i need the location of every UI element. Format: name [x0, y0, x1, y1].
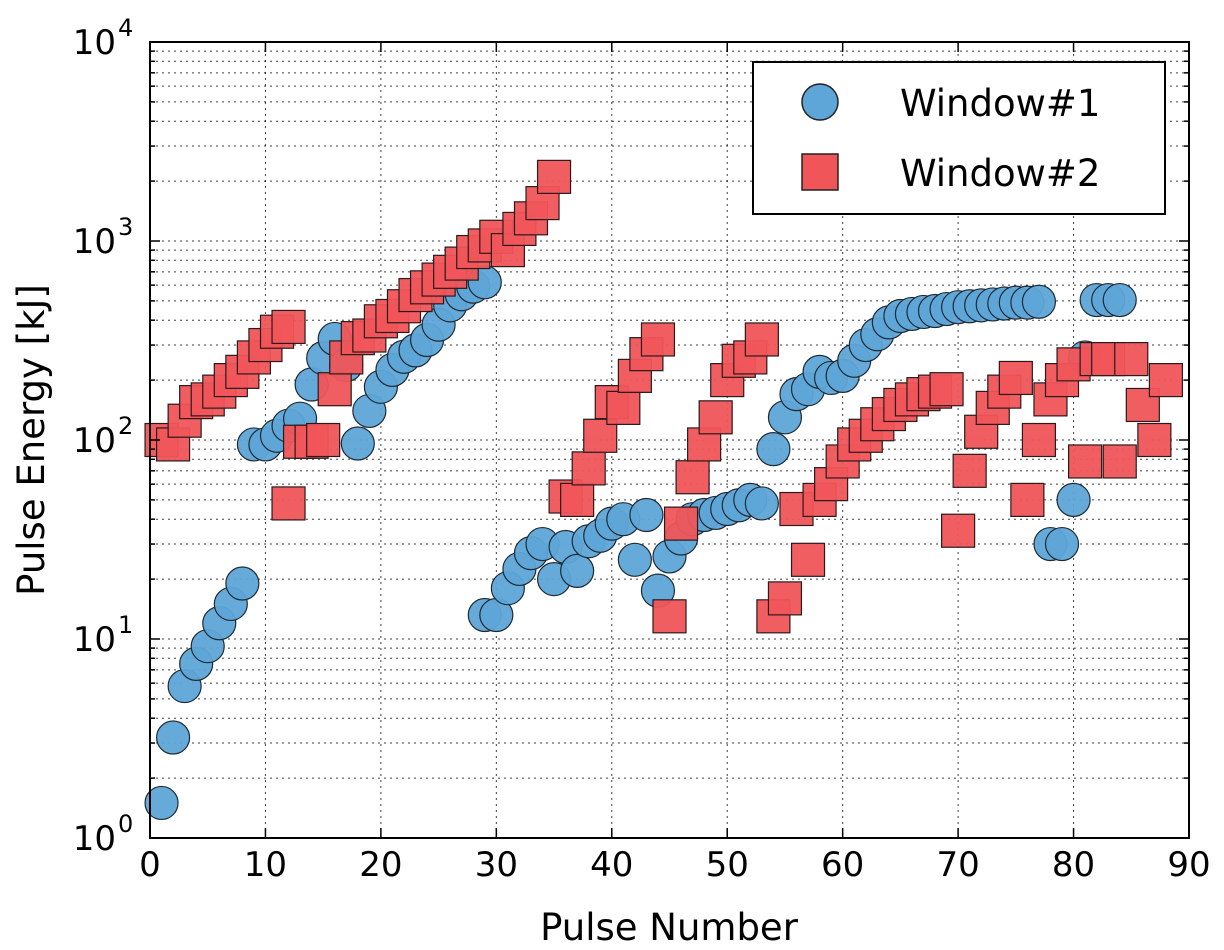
data-point — [225, 566, 260, 601]
data-point — [652, 599, 687, 634]
data-point — [744, 486, 779, 521]
data-point — [317, 372, 352, 407]
x-tick-label: 10 — [244, 845, 287, 885]
y-tick-label: 10 2 — [73, 412, 134, 461]
data-point — [271, 486, 306, 521]
data-point — [1148, 362, 1184, 398]
x-tick-label: 80 — [1052, 845, 1095, 885]
data-point — [340, 426, 375, 461]
y-tick-label-exponent: 2 — [118, 412, 133, 440]
data-point — [306, 422, 341, 458]
legend-marker-window-2 — [801, 153, 839, 191]
data-point — [560, 482, 595, 518]
data-point — [952, 453, 987, 488]
x-tick-label: 50 — [706, 845, 749, 885]
y-tick-label: 10 1 — [73, 611, 134, 660]
y-tick-label-base: 10 — [73, 421, 116, 461]
y-tick-label: 10 0 — [73, 810, 134, 859]
series-2 — [144, 159, 1184, 634]
data-point — [640, 322, 676, 357]
y-tick-label: 10 3 — [73, 213, 134, 262]
data-point — [790, 542, 826, 577]
x-tick-label: 30 — [475, 845, 518, 885]
y-tick-label-base: 10 — [73, 222, 116, 262]
y-tick-label: 10 4 — [73, 14, 134, 63]
x-axis-tick-labels: 0 10 20 30 40 50 60 70 80 90 — [139, 845, 1210, 885]
data-point — [998, 360, 1033, 396]
data-point — [663, 506, 699, 541]
data-point — [144, 785, 179, 821]
x-tick-label: 40 — [590, 845, 633, 885]
series-1 — [144, 265, 1137, 821]
y-tick-label-base: 10 — [73, 620, 116, 660]
data-point — [271, 309, 306, 345]
data-point — [929, 372, 964, 407]
axis-ticks — [149, 42, 1190, 838]
y-tick-label-exponent: 0 — [118, 810, 133, 838]
data-point — [571, 451, 606, 486]
data-point — [767, 581, 803, 616]
x-tick-label: 60 — [821, 845, 864, 885]
y-tick-label-exponent: 3 — [118, 213, 133, 241]
data-point — [606, 390, 641, 425]
data-point — [941, 513, 976, 548]
legend-label-window-1: Window#1 — [900, 82, 1100, 125]
data-point — [1114, 341, 1149, 377]
legend-marker-window-1 — [801, 83, 839, 121]
x-axis-title: Pulse Number — [540, 906, 799, 949]
data-point — [1102, 444, 1137, 479]
data-point — [560, 553, 595, 588]
data-point — [698, 400, 733, 435]
y-tick-label-exponent: 4 — [118, 14, 133, 42]
x-tick-label: 20 — [359, 845, 402, 885]
plot-area — [144, 159, 1184, 821]
y-axis-title: Pulse Energy [kJ] — [10, 284, 53, 596]
data-point — [1102, 282, 1137, 318]
y-tick-label-exponent: 1 — [118, 611, 133, 639]
data-point — [1067, 444, 1103, 479]
data-point — [675, 460, 710, 495]
data-point — [1056, 482, 1091, 518]
legend: Window#1 Window#2 — [752, 61, 1166, 215]
data-point — [1010, 482, 1045, 518]
data-point — [629, 497, 664, 533]
data-point — [744, 322, 779, 357]
y-tick-label-base: 10 — [73, 23, 116, 63]
data-point — [1021, 284, 1057, 319]
x-tick-label: 70 — [936, 845, 979, 885]
data-point — [1021, 422, 1057, 458]
x-tick-label: 90 — [1167, 845, 1210, 885]
data-point — [756, 432, 791, 467]
data-point — [155, 720, 191, 755]
data-point — [617, 542, 652, 577]
x-tick-label: 0 — [139, 845, 161, 885]
y-tick-label-base: 10 — [73, 819, 116, 859]
data-point — [583, 418, 618, 453]
data-point — [1044, 526, 1080, 562]
data-point — [1137, 422, 1172, 458]
legend-label-window-2: Window#2 — [900, 152, 1100, 195]
data-point — [536, 159, 572, 194]
